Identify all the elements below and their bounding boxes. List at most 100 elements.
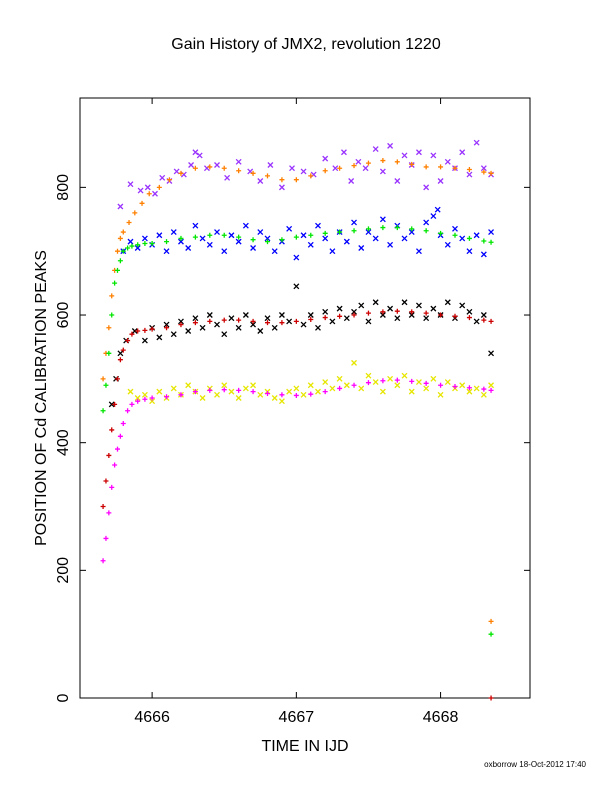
data-point: [423, 315, 430, 322]
data-point: [343, 382, 350, 389]
data-point: [488, 618, 494, 624]
y-tick-label: 800: [55, 174, 72, 201]
data-point: [185, 245, 192, 251]
data-point: [423, 164, 429, 170]
data-point: [115, 446, 120, 452]
data-point: [149, 326, 155, 332]
data-point: [423, 219, 430, 226]
data-point: [459, 382, 466, 389]
data-point: [192, 165, 198, 171]
series-5: [100, 225, 494, 637]
data-point: [322, 315, 328, 321]
data-point: [308, 316, 314, 322]
data-point: [452, 384, 458, 390]
data-point: [438, 382, 444, 388]
data-point: [142, 327, 148, 333]
data-point: [293, 234, 299, 240]
data-point: [278, 184, 285, 191]
data-point: [459, 235, 466, 242]
data-point: [115, 267, 120, 273]
data-point: [430, 152, 437, 159]
data-point: [437, 391, 444, 398]
data-point: [343, 238, 350, 245]
data-point: [308, 391, 314, 397]
data-point: [480, 165, 487, 172]
data-point: [415, 149, 422, 156]
data-point: [337, 229, 343, 235]
data-point: [185, 382, 192, 389]
data-point: [117, 258, 123, 264]
data-point: [127, 238, 134, 245]
data-point: [242, 222, 249, 229]
data-point: [228, 388, 235, 395]
data-point: [207, 387, 213, 393]
data-point: [206, 241, 213, 248]
data-point: [142, 241, 148, 247]
chart-title: Gain History of JMX2, revolution 1220: [171, 36, 441, 53]
data-point: [466, 248, 473, 255]
data-point: [322, 308, 329, 315]
data-point: [106, 350, 112, 356]
data-point: [308, 232, 314, 238]
data-point: [355, 158, 362, 165]
data-point: [164, 394, 170, 400]
data-point: [173, 168, 180, 175]
x-tick-label: 4667: [279, 709, 315, 726]
data-point: [250, 318, 256, 324]
data-point: [257, 328, 264, 334]
data-point: [129, 243, 135, 249]
data-point: [178, 235, 184, 241]
data-point: [117, 357, 123, 363]
data-point: [329, 318, 336, 325]
data-point: [423, 380, 429, 386]
data-point: [207, 318, 213, 324]
data-point: [235, 238, 242, 245]
data-point: [480, 312, 487, 318]
x-axis-label: TIME IN IJD: [261, 738, 349, 755]
data-point: [279, 237, 285, 243]
data-point: [228, 315, 235, 322]
data-point: [307, 382, 314, 389]
data-point: [265, 173, 270, 179]
data-point: [257, 178, 264, 184]
data-point: [265, 320, 270, 326]
data-point: [163, 321, 170, 328]
data-point: [409, 226, 415, 232]
data-point: [293, 254, 300, 261]
data-point: [322, 379, 329, 386]
data-point: [488, 695, 494, 701]
data-point: [329, 385, 336, 392]
data-point: [257, 229, 264, 236]
data-point: [300, 321, 307, 328]
data-point: [103, 535, 109, 541]
data-point: [109, 484, 115, 490]
data-point: [178, 322, 184, 328]
data-point: [387, 142, 394, 149]
data-point: [336, 375, 343, 382]
data-point: [152, 190, 158, 197]
data-point: [134, 245, 141, 251]
data-point: [351, 312, 357, 318]
data-point: [372, 235, 379, 242]
data-point: [337, 385, 343, 391]
data-point: [307, 312, 314, 318]
data-point: [380, 158, 386, 164]
data-point: [127, 388, 134, 395]
data-point: [164, 239, 170, 245]
data-point: [156, 232, 163, 239]
data-point: [149, 398, 156, 405]
data-point: [242, 385, 249, 392]
data-point: [365, 229, 372, 236]
data-point: [415, 379, 422, 386]
data-point: [199, 324, 206, 331]
data-point: [236, 317, 242, 323]
data-point: [100, 376, 106, 382]
data-point: [125, 408, 131, 414]
data-point: [207, 164, 213, 170]
data-point: [387, 241, 394, 248]
data-point: [139, 200, 145, 206]
data-point: [466, 308, 473, 315]
data-point: [293, 177, 299, 183]
data-point: [401, 372, 408, 379]
data-point: [149, 395, 155, 401]
